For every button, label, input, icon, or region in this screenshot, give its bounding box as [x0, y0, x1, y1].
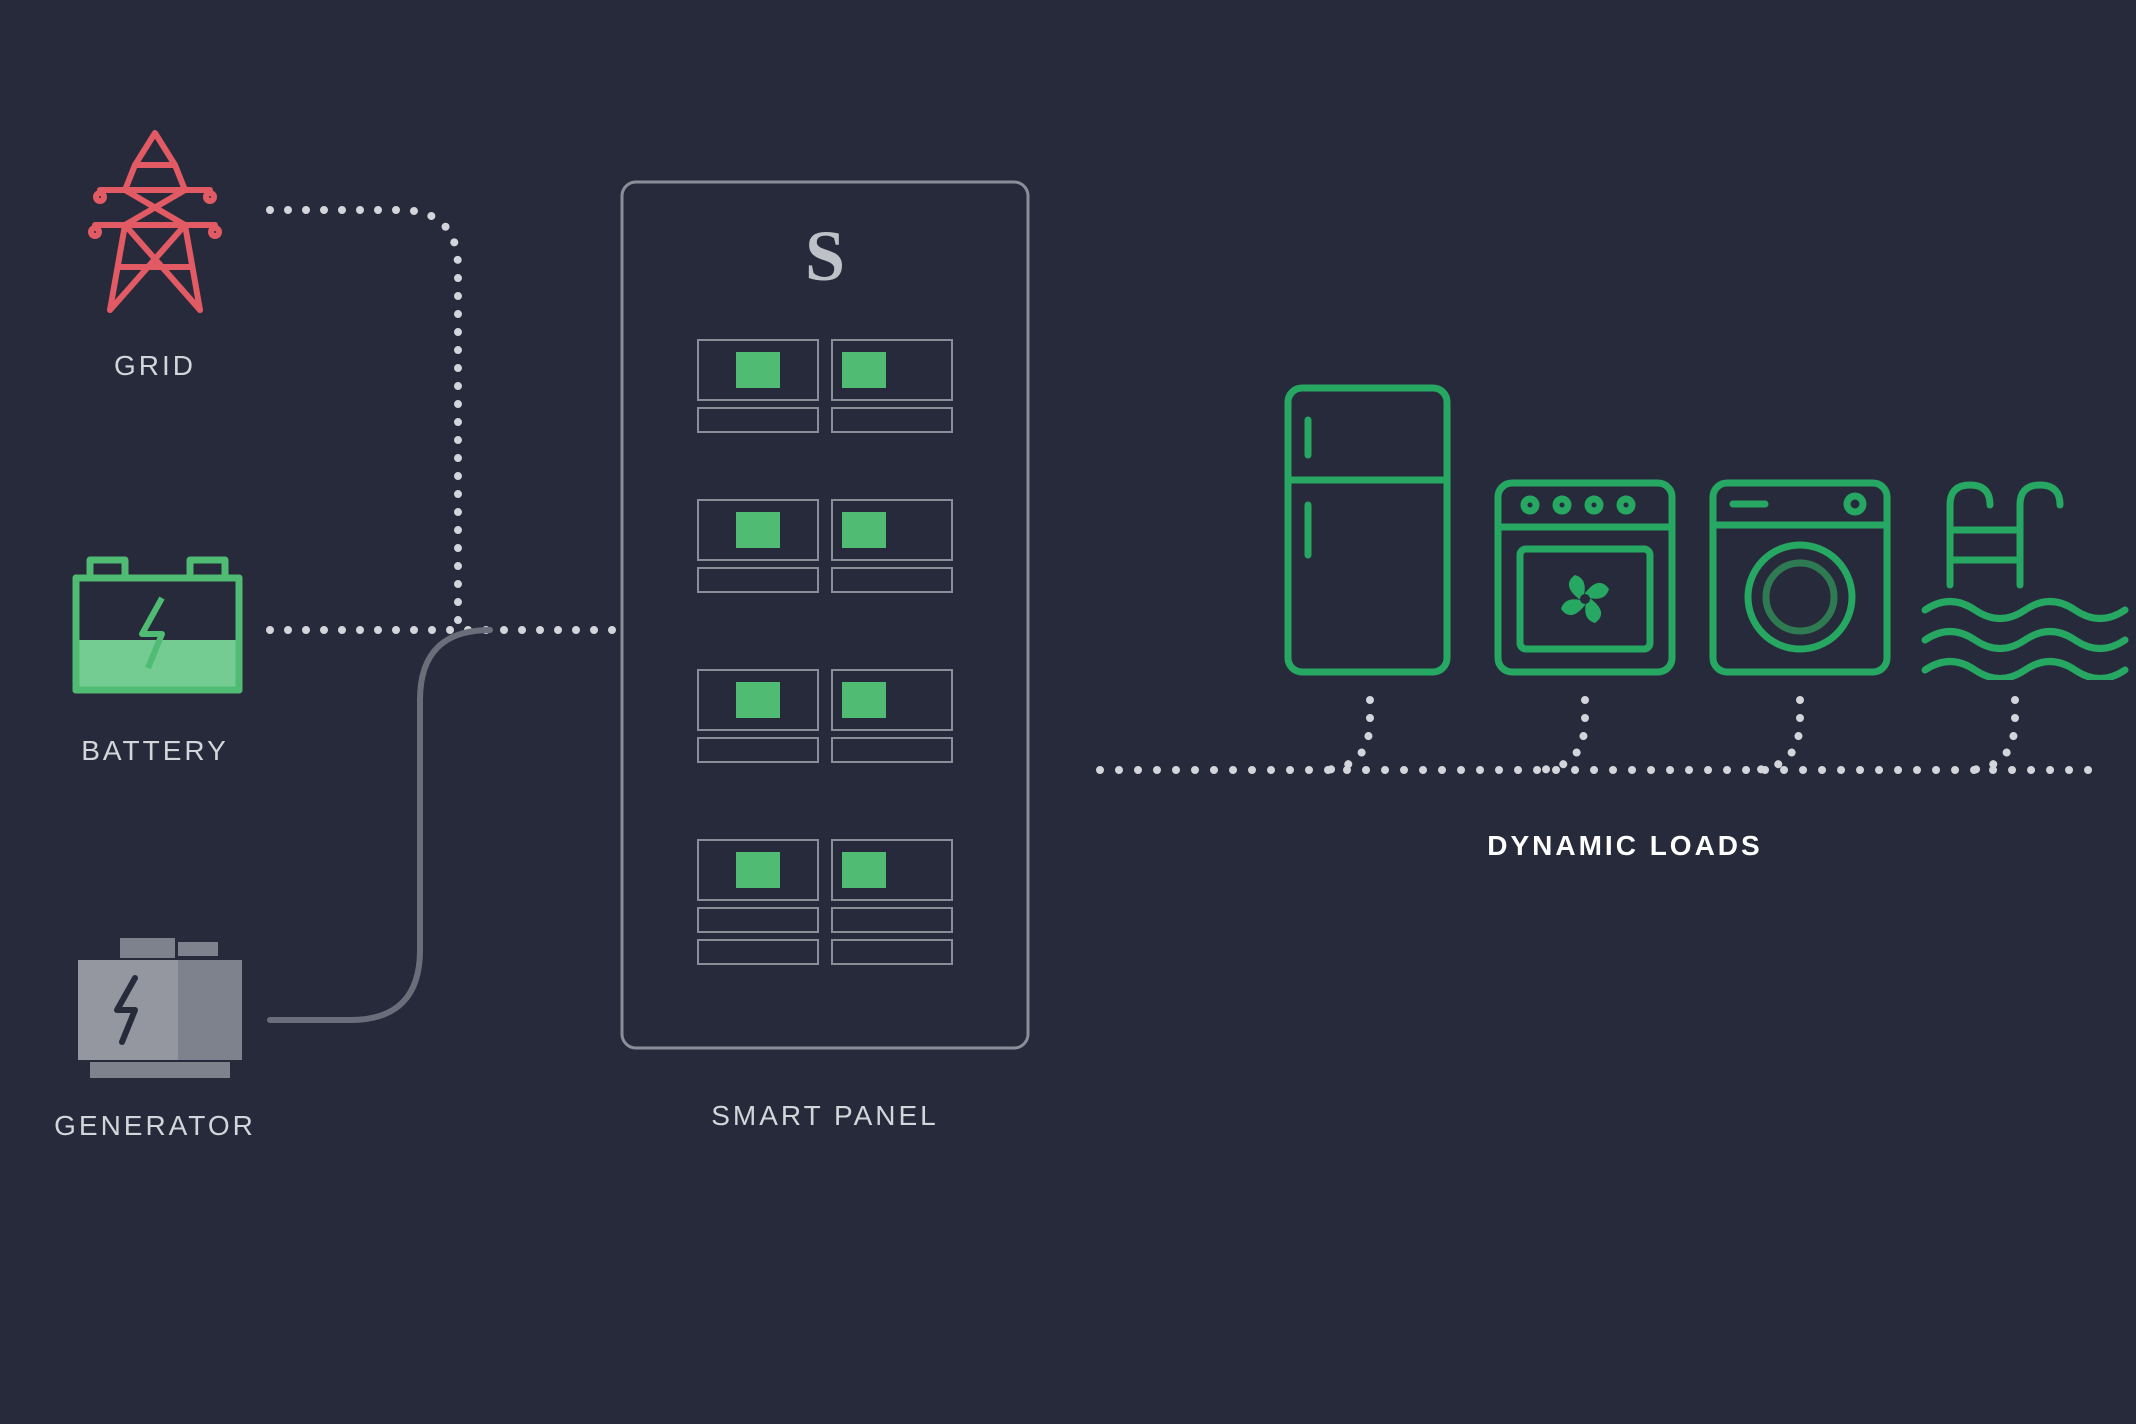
panel-label: SMART PANEL — [620, 1100, 1030, 1132]
grid-source — [80, 125, 230, 320]
stove-drop — [1535, 700, 1585, 770]
battery-source — [70, 550, 245, 705]
washer-drop — [1750, 700, 1800, 770]
transmission-tower-icon — [80, 125, 230, 315]
grid-connector — [270, 210, 458, 630]
battery-icon — [70, 550, 245, 700]
generator-label: GENERATOR — [5, 1110, 305, 1142]
loads-label: DYNAMIC LOADS — [1400, 830, 1850, 862]
generator-source — [70, 930, 250, 1090]
pool-icon — [1920, 475, 2136, 680]
pool-drop — [1965, 700, 2015, 770]
washer-icon — [1705, 475, 1895, 680]
generator-connector — [270, 630, 490, 1020]
load-stove — [1490, 475, 1680, 685]
connectors-layer — [0, 0, 2136, 1424]
stove-icon — [1490, 475, 1680, 680]
load-pool — [1920, 475, 2136, 685]
load-fridge — [1280, 380, 1455, 685]
diagram-canvas: GRID BATTERY GENERAT — [0, 0, 2136, 1424]
generator-icon — [70, 930, 250, 1085]
battery-label: BATTERY — [35, 735, 275, 767]
grid-label: GRID — [60, 350, 250, 382]
smart-panel: S — [620, 180, 1030, 1050]
breakers — [698, 340, 952, 964]
fridge-drop — [1320, 700, 1370, 770]
fridge-icon — [1280, 380, 1455, 680]
load-washer — [1705, 475, 1895, 685]
panel-logo: S — [805, 216, 845, 296]
